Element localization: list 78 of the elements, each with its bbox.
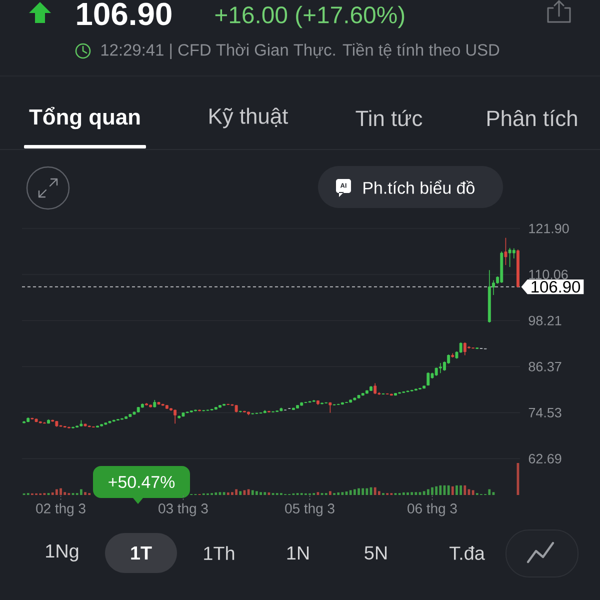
candlestick — [508, 248, 512, 268]
bar — [456, 485, 458, 495]
x-tick-label: 03 thg 3 — [158, 503, 208, 516]
bar — [80, 489, 82, 495]
candlestick — [463, 342, 466, 356]
bar — [406, 492, 409, 495]
y-tick-label: 121.90 — [529, 224, 569, 234]
bar — [60, 488, 62, 495]
bar — [353, 489, 356, 495]
text: Tin tức — [356, 110, 422, 126]
text: T.đa — [450, 546, 485, 560]
bar — [64, 492, 66, 495]
bar — [247, 489, 250, 495]
bar — [366, 488, 368, 495]
candlestick — [374, 382, 377, 395]
text: 5N — [364, 546, 387, 560]
bar — [316, 492, 320, 495]
text: +16.00 (+17.60%) — [215, 6, 404, 28]
bar — [439, 485, 442, 495]
x-tick-label: 02 thg 3 — [36, 503, 86, 516]
bar — [422, 491, 426, 495]
bar — [414, 492, 418, 495]
bar — [251, 490, 254, 495]
text: 106.90 — [77, 2, 172, 26]
text: Ph.tích biểu đồ — [364, 180, 474, 194]
bar — [472, 490, 474, 495]
bar — [226, 492, 230, 495]
bar — [231, 492, 234, 495]
bar — [260, 492, 262, 495]
text: Tổng quan — [29, 106, 140, 130]
annotation: +50.47% — [108, 476, 175, 488]
candlestick — [426, 372, 430, 386]
text: 1Ng — [46, 544, 78, 562]
bar — [362, 488, 364, 495]
bar — [214, 492, 218, 495]
bar — [374, 487, 376, 495]
y-tick-label: 110.06 — [529, 270, 568, 280]
text: Phân tích — [488, 110, 577, 126]
x-tick-label: 06 thg 3 — [408, 503, 457, 516]
bar — [431, 487, 434, 495]
y-tick-label: 98.21 — [528, 316, 562, 326]
bar — [222, 492, 226, 495]
candlestick — [174, 409, 177, 424]
y-tick-label: 86.37 — [528, 362, 562, 372]
text: Kỹ thuật — [210, 108, 288, 128]
bar — [402, 492, 405, 495]
bar — [349, 490, 352, 495]
bar — [264, 492, 266, 495]
ref-line-label: 106.90 — [532, 280, 580, 293]
bar — [378, 491, 380, 495]
bar — [447, 485, 450, 495]
bar — [51, 492, 54, 495]
bar — [239, 491, 242, 495]
text: 1T — [131, 546, 152, 560]
bar — [55, 489, 58, 495]
text: 1Th — [204, 546, 234, 560]
bar — [460, 485, 462, 495]
bar — [235, 489, 238, 495]
bar — [464, 485, 466, 495]
bar — [328, 491, 332, 495]
text: 12:29:41 | CFD Thời Gian Thực. Tiền tệ tính theo USD — [101, 42, 500, 60]
bar — [488, 489, 491, 495]
bar — [84, 492, 86, 495]
bar — [256, 491, 258, 495]
x-tick-label: 05 thg 3 — [285, 503, 334, 516]
y-tick-label: 62.69 — [528, 454, 562, 464]
bar — [410, 492, 414, 495]
bar — [451, 486, 454, 495]
candlestick — [438, 362, 442, 374]
bar — [426, 489, 430, 495]
bar — [341, 492, 344, 495]
candlestick — [512, 248, 516, 259]
bar — [435, 486, 438, 495]
y-tick-label: 74.53 — [528, 408, 562, 418]
candlestick — [504, 237, 508, 266]
text: 1N — [287, 546, 309, 560]
bar — [337, 492, 340, 495]
bar — [358, 488, 360, 495]
